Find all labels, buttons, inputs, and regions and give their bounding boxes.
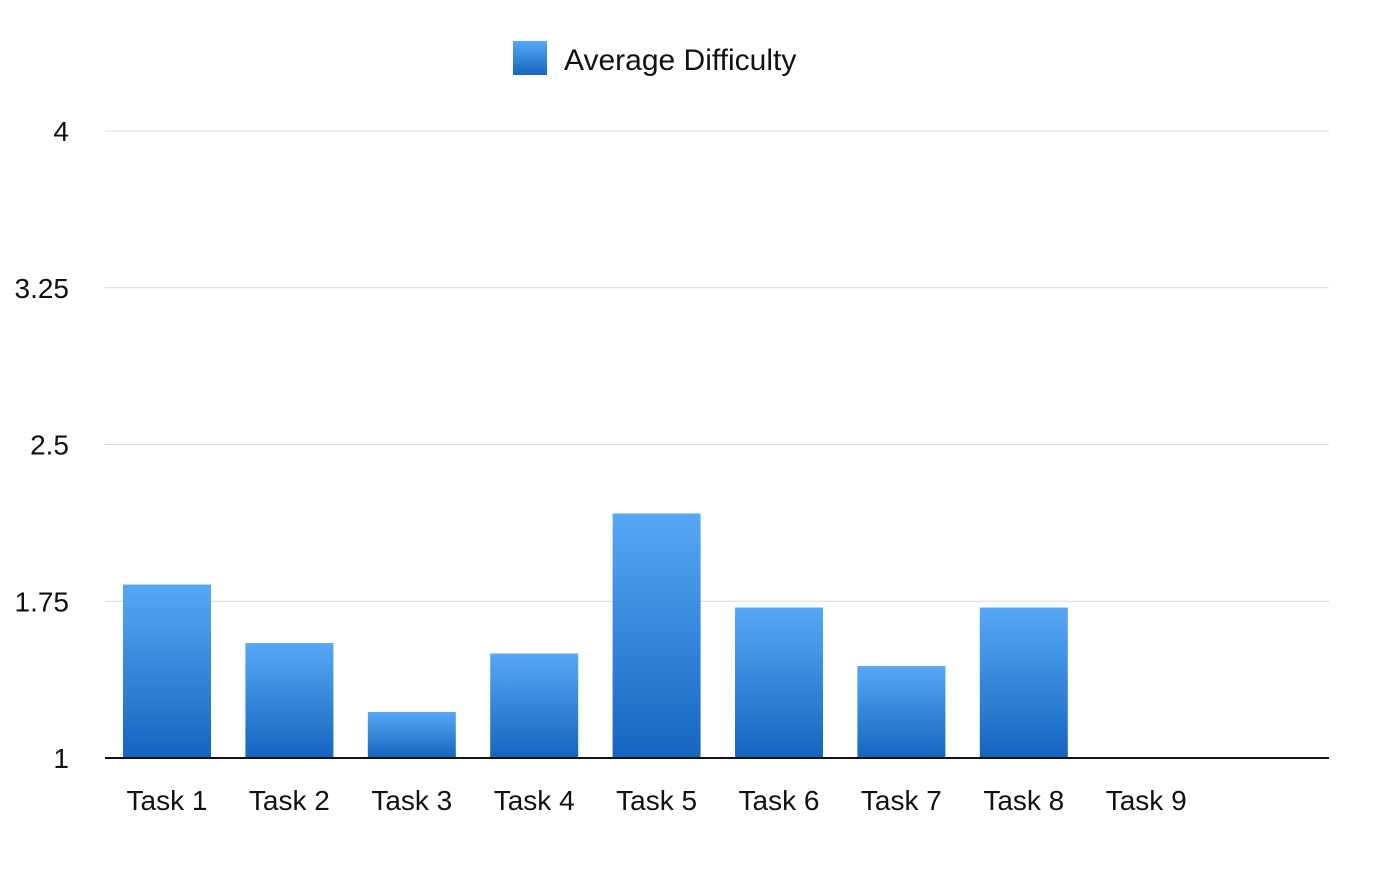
- legend-swatch-average-difficulty: [513, 41, 547, 75]
- x-tick-label: Task 2: [249, 785, 330, 816]
- x-tick-label: Task 1: [127, 785, 208, 816]
- x-axis-ticks: Task 1 Task 2 Task 3 Task 4 Task 5 Task 6 Task…: [127, 785, 1187, 816]
- y-tick-label: 1: [53, 743, 69, 774]
- bar-task-5: [612, 513, 701, 758]
- x-tick-label: Task 7: [861, 785, 942, 816]
- x-tick-label: Task 9: [1106, 785, 1187, 816]
- x-tick-label: Task 3: [371, 785, 452, 816]
- bar-task-6: [735, 607, 823, 758]
- x-tick-label: Task 4: [494, 785, 575, 816]
- legend-label-average-difficulty: Average Difficulty: [564, 44, 796, 77]
- y-tick-label: 2.5: [30, 430, 69, 461]
- y-tick-label: 1.75: [15, 586, 70, 617]
- y-axis-ticks: 1 1.75 2.5 3.25 4: [15, 116, 70, 774]
- x-tick-label: Task 8: [983, 785, 1064, 816]
- bar-task-4: [490, 653, 579, 758]
- bar-task-3: [367, 712, 456, 758]
- bar-task-1: [123, 584, 211, 758]
- y-tick-label: 4: [53, 116, 69, 147]
- legend: Average Difficulty: [513, 41, 796, 77]
- bar-task-2: [245, 643, 334, 758]
- y-tick-label: 3.25: [15, 273, 70, 304]
- gridlines: [105, 130, 1329, 602]
- bars: [123, 513, 1068, 758]
- x-tick-label: Task 5: [616, 785, 697, 816]
- x-tick-label: Task 6: [739, 785, 820, 816]
- bar-task-7: [857, 666, 946, 758]
- bar-task-8: [979, 607, 1068, 758]
